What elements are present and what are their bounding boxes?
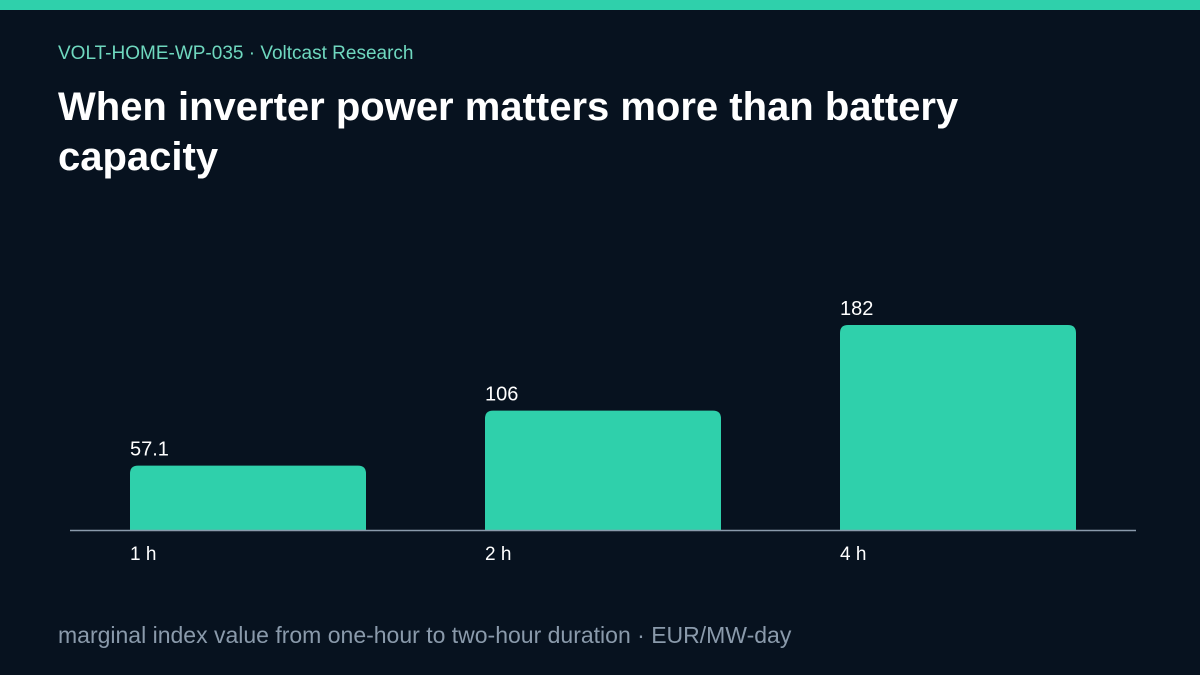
report-id: VOLT-HOME-WP-035 · Voltcast Research xyxy=(58,43,414,64)
bar-1 xyxy=(485,410,721,530)
chart-footnote: marginal index value from one-hour to tw… xyxy=(58,622,792,648)
value-label-0: 57.1 xyxy=(130,439,169,461)
value-label-2: 182 xyxy=(840,298,873,320)
x-tick-label-1: 2 h xyxy=(485,544,511,565)
bar-0 xyxy=(130,465,366,530)
top-accent-bar xyxy=(0,0,1200,10)
chart-title: When inverter power matters more than ba… xyxy=(58,85,959,179)
bar-2 xyxy=(840,325,1076,530)
bar-base-1 xyxy=(485,524,721,530)
value-label-1: 106 xyxy=(485,384,518,406)
bar-base-0 xyxy=(130,524,366,530)
x-tick-label-2: 4 h xyxy=(840,544,866,565)
x-tick-label-0: 1 h xyxy=(130,544,156,565)
bar-base-2 xyxy=(840,524,1076,530)
